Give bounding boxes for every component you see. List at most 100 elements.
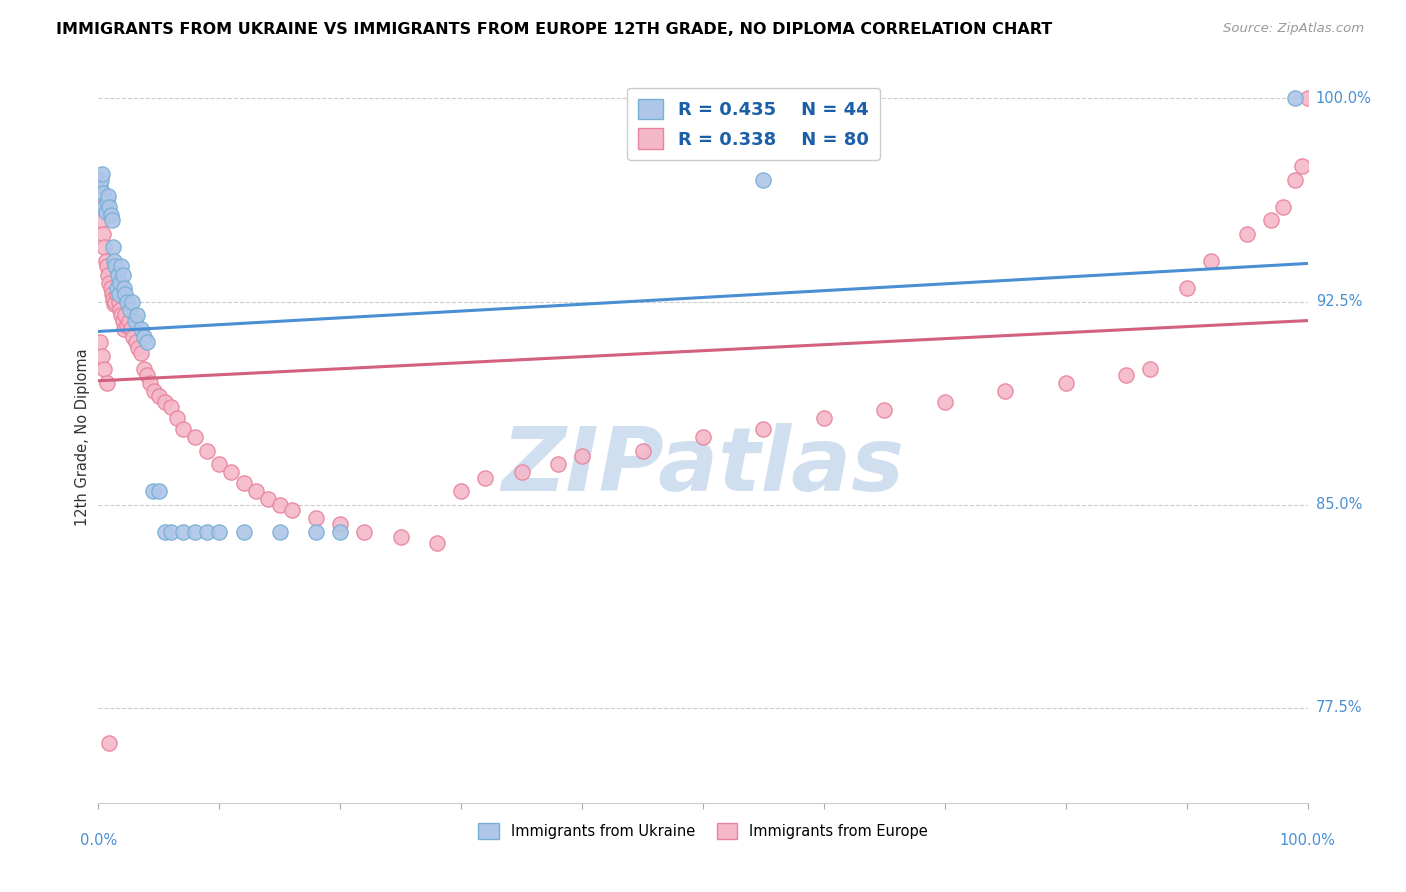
Point (97, 268, 120, 282)
Point (752, 172, 775, 186)
Point (221, 465, 243, 479)
Point (184, 430, 207, 444)
Point (1115, 368, 1137, 382)
Point (94, 205, 117, 219)
Point (111, 313, 134, 327)
Point (1139, 362, 1161, 376)
Point (127, 308, 149, 322)
Point (104, 294, 127, 309)
Point (96, 376, 118, 390)
Point (153, 524, 176, 539)
Point (135, 368, 157, 382)
Point (107, 281, 129, 295)
Point (934, 395, 956, 409)
Point (91, 213, 114, 227)
Point (873, 403, 896, 417)
Point (91, 186, 114, 201)
Point (111, 268, 134, 282)
Text: 100.0%: 100.0% (1279, 833, 1336, 848)
Point (105, 281, 128, 295)
Point (148, 389, 170, 403)
Point (110, 260, 132, 274)
Point (256, 492, 278, 507)
Point (135, 335, 157, 350)
Point (124, 313, 146, 327)
Point (208, 524, 231, 539)
Point (474, 471, 496, 485)
Point (114, 308, 136, 322)
Point (105, 286, 128, 301)
Point (134, 362, 156, 376)
Point (142, 484, 165, 499)
Point (195, 524, 218, 539)
Point (112, 281, 135, 295)
Point (172, 422, 194, 436)
Point (127, 341, 149, 355)
Point (153, 395, 176, 409)
Point (281, 503, 304, 517)
Point (112, 322, 135, 336)
Point (692, 430, 714, 444)
Point (91, 349, 114, 363)
Point (94, 254, 117, 268)
Text: 0.0%: 0.0% (80, 833, 117, 848)
Point (139, 376, 162, 390)
Point (100, 213, 122, 227)
Point (118, 302, 141, 317)
Point (1272, 200, 1295, 214)
Point (426, 535, 449, 549)
Point (91, 227, 114, 241)
Point (103, 297, 125, 311)
Point (118, 313, 141, 327)
Point (232, 476, 254, 491)
Point (631, 443, 654, 458)
Legend: Immigrants from Ukraine, Immigrants from Europe: Immigrants from Ukraine, Immigrants from… (471, 815, 935, 847)
Y-axis label: 12th Grade, No Diploma: 12th Grade, No Diploma (75, 348, 90, 526)
Point (1175, 281, 1198, 295)
Point (107, 268, 129, 282)
Point (93, 362, 115, 376)
Point (110, 308, 132, 322)
Point (547, 457, 569, 471)
Point (101, 292, 124, 306)
Point (245, 484, 267, 499)
Point (160, 401, 183, 415)
Text: 77.5%: 77.5% (1316, 700, 1362, 715)
Point (98, 736, 121, 750)
Point (160, 524, 183, 539)
Text: IMMIGRANTS FROM UKRAINE VS IMMIGRANTS FROM EUROPE 12TH GRADE, NO DIPLOMA CORRELA: IMMIGRANTS FROM UKRAINE VS IMMIGRANTS FR… (56, 22, 1053, 37)
Point (125, 335, 148, 350)
Point (100, 208, 122, 222)
Point (97, 189, 120, 203)
Point (108, 286, 131, 301)
Point (143, 384, 166, 398)
Point (269, 498, 291, 512)
Point (752, 422, 775, 436)
Point (1284, 172, 1306, 186)
Point (1260, 213, 1282, 227)
Point (101, 240, 124, 254)
Point (1236, 227, 1258, 241)
Point (389, 530, 412, 544)
Point (232, 524, 254, 539)
Point (1291, 159, 1313, 173)
Point (994, 384, 1017, 398)
Point (148, 484, 170, 499)
Point (89, 178, 111, 193)
Point (1296, 91, 1319, 105)
Point (122, 330, 145, 344)
Point (134, 330, 156, 344)
Point (117, 318, 139, 333)
Point (353, 524, 375, 539)
Point (96, 260, 118, 274)
Point (1284, 91, 1306, 105)
Point (269, 524, 291, 539)
Point (104, 260, 127, 274)
Point (1199, 254, 1222, 268)
Point (93, 240, 115, 254)
Point (100, 281, 122, 295)
Point (195, 443, 218, 458)
Point (90, 172, 112, 186)
Point (93, 200, 115, 214)
Point (1054, 376, 1077, 390)
